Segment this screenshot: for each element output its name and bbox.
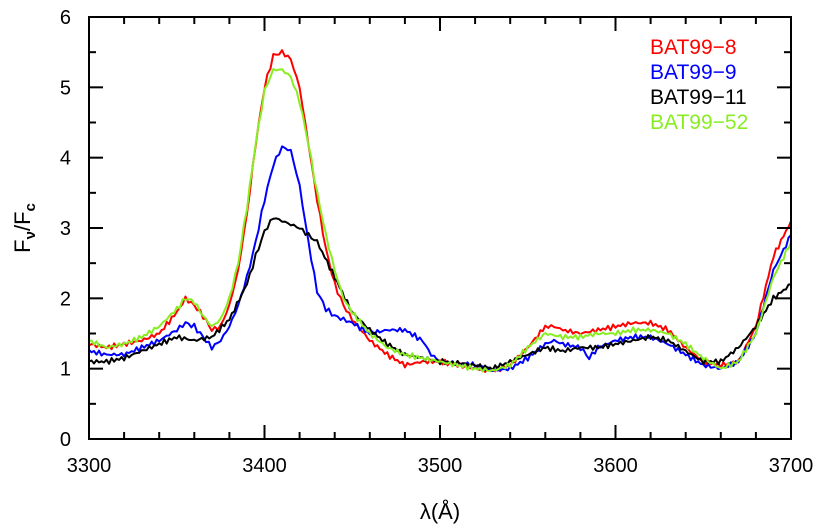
x-tick-label: 3700 <box>769 455 814 477</box>
legend-entry-3: BAT99−11 <box>650 86 747 109</box>
y-axis-label-sub2: c <box>22 203 39 211</box>
x-tick-label: 3400 <box>242 455 287 477</box>
y-axis-label: Fν/Fc <box>10 203 39 253</box>
y-axis-label-mid: /F <box>10 211 35 231</box>
x-tick-label: 3500 <box>418 455 463 477</box>
series-layer <box>88 49 792 373</box>
legend-entry-4: BAT99−52 <box>650 111 748 134</box>
y-tick-label: 6 <box>60 7 71 29</box>
legend-entry-1: BAT99−8 <box>650 36 737 59</box>
ticks-layer <box>88 16 792 440</box>
x-tick-label: 3300 <box>67 455 112 477</box>
y-tick-label: 0 <box>60 429 71 451</box>
x-axis-label: λ(Å) <box>420 499 460 524</box>
tick-labels-layer: 3300 3400 3500 3600 3700 0 1 2 3 4 5 6 <box>60 7 813 477</box>
y-tick-label: 4 <box>60 148 71 170</box>
y-tick-label: 2 <box>60 288 71 310</box>
y-tick-label: 5 <box>60 77 71 99</box>
x-tick-label: 3600 <box>593 455 638 477</box>
series-line-4 <box>88 68 792 373</box>
y-tick-label: 3 <box>60 218 71 240</box>
series-line-2 <box>88 145 792 372</box>
y-axis-label-sub1: ν <box>22 231 39 239</box>
legend-entry-2: BAT99−9 <box>650 61 737 84</box>
y-tick-label: 1 <box>60 359 71 381</box>
y-axis-label-main: F <box>10 239 35 252</box>
